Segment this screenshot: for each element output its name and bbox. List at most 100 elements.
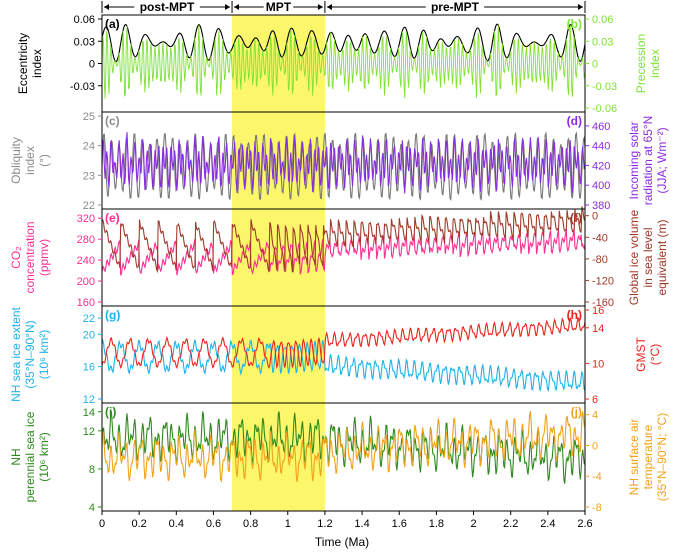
tick-label-right-ab: 0.06 — [592, 14, 613, 26]
epoch-bar: post-MPT MPT pre-MPT — [101, 0, 586, 14]
x-tick-label: 1.8 — [429, 518, 444, 530]
axis-label-line: GMST — [634, 337, 648, 372]
tick-label-left-ab: 0 — [89, 59, 95, 71]
axis-label-line: (35°N–90°N) — [23, 320, 37, 388]
axis-label-left-cd: Obliquity index (°) — [9, 137, 51, 184]
series-ef-2 — [101, 206, 586, 274]
tick-label-right-ab: 0.03 — [592, 36, 613, 48]
axis-label-line: index — [30, 49, 44, 78]
series-gh-1 — [101, 338, 586, 393]
x-tick-label: 1 — [285, 518, 291, 530]
axis-label-left-gh: NH sea ice extent (35°N–90°N) (10⁶ km²) — [9, 306, 51, 401]
tick-label-right-ef: 0 — [592, 211, 598, 223]
panel-letter-d: (d) — [567, 114, 582, 128]
epoch-arrowhead — [225, 4, 231, 10]
x-tick-label: 0.6 — [206, 518, 221, 530]
tick-label-left-ij: 14 — [83, 407, 95, 419]
tick-label-right-ij: 4 — [592, 410, 598, 422]
epoch-label-1: post-MPT — [140, 0, 195, 14]
epoch-arrowhead — [326, 4, 332, 10]
series-gh-2 — [101, 316, 586, 370]
tick-label-left-cd: 24 — [83, 141, 95, 153]
axis-label-line: (ppmv) — [37, 239, 51, 276]
axes-layer: 0.060.030-0.03(a)Eccentricity index0.060.… — [9, 14, 669, 530]
axis-label-line: index — [648, 49, 662, 78]
tick-label-right-ef: -120 — [592, 275, 614, 287]
tick-label-right-gh: 6 — [592, 394, 598, 406]
series-ef-1 — [101, 228, 586, 276]
panel-letter-i: (i) — [105, 405, 116, 419]
series-ij-2 — [101, 411, 586, 484]
epoch-arrowhead — [234, 4, 240, 10]
tick-label-left-ij: 8 — [89, 464, 95, 476]
series-cd-1 — [101, 131, 586, 201]
tick-label-left-ab: -0.03 — [70, 81, 95, 93]
x-tick-label: 2.2 — [503, 518, 518, 530]
axis-label-line: (JJA; Wm⁻²) — [655, 127, 669, 193]
x-tick-label: 0.4 — [169, 518, 184, 530]
axis-label-line: Precession — [634, 34, 648, 93]
x-tick-label: 0.8 — [243, 518, 258, 530]
series-ij-1 — [101, 411, 586, 484]
series-cd-2 — [101, 132, 586, 194]
panel-frame-ij — [101, 402, 586, 512]
axis-label-line: Obliquity — [9, 137, 23, 184]
tick-label-left-ef: 240 — [77, 255, 95, 267]
panel-letter-h: (h) — [567, 308, 582, 322]
panel-letter-j: (j) — [571, 405, 582, 419]
tick-label-left-ef: 320 — [77, 213, 95, 225]
x-tick-label: 2.4 — [540, 518, 555, 530]
tick-label-left-gh: 20 — [83, 329, 95, 341]
epoch-arrowhead — [104, 4, 109, 10]
axis-label-line: in sea level — [641, 227, 655, 287]
axis-label-line: (10⁶ km²) — [37, 330, 51, 380]
tick-label-right-cd: 380 — [592, 200, 610, 212]
tick-label-left-gh: 22 — [83, 313, 95, 325]
tick-label-right-cd: 420 — [592, 160, 610, 172]
axis-label-line: index — [23, 146, 37, 175]
tick-label-left-ij: 12 — [83, 426, 95, 438]
tick-label-left-cd: 22 — [83, 200, 95, 212]
axis-label-line: (10⁶ km²) — [37, 432, 51, 482]
axis-label-line: radiation at 65°N — [641, 116, 655, 206]
axis-label-line: NH sea ice extent — [9, 306, 23, 401]
axis-label-line: perennial sea ice — [23, 411, 37, 502]
series-ab-2 — [101, 25, 586, 99]
tick-label-left-ef: 280 — [77, 234, 95, 246]
axis-label-line: temperature — [641, 424, 655, 489]
tick-label-left-ab: 0.03 — [74, 36, 95, 48]
axis-label-line: (°C) — [648, 344, 662, 365]
axis-label-line: (°) — [37, 154, 51, 167]
tick-label-right-ef: -40 — [592, 232, 608, 244]
tick-label-right-ab: -0.03 — [592, 81, 617, 93]
tick-label-right-cd: 400 — [592, 180, 610, 192]
epoch-arrowhead — [317, 4, 323, 10]
x-axis-label: Time (Ma) — [315, 535, 369, 549]
axis-label-right-gh: GMST (°C) — [634, 337, 662, 372]
panel-letter-g: (g) — [105, 308, 120, 322]
tick-label-right-cd: 440 — [592, 141, 610, 153]
axis-label-right-ef: Global ice volume in sea level equivalent … — [627, 209, 669, 305]
x-tick-label: 2.6 — [577, 518, 592, 530]
axis-label-left-ij: NH perennial sea ice (10⁶ km²) — [9, 411, 51, 502]
tick-label-right-gh: 16 — [592, 305, 604, 317]
axis-label-right-cd: Incoming solar radiation at 65°N (JJA; Wm⁻… — [627, 116, 669, 206]
tick-label-right-gh: 14 — [592, 323, 604, 335]
tick-label-left-cd: 25 — [83, 111, 95, 123]
panel-letter-b: (b) — [567, 17, 582, 31]
x-tick-label: 0.2 — [132, 518, 147, 530]
axis-label-line: concentration — [23, 221, 37, 293]
tick-label-right-ij: -4 — [592, 471, 602, 483]
panel-letter-c: (c) — [105, 114, 120, 128]
tick-label-left-ab: 0.06 — [74, 14, 95, 26]
axis-label-left-ef: CO₂ concentration (ppmv) — [9, 221, 51, 293]
series-ab-1 — [101, 23, 586, 63]
tick-label-left-gh: 12 — [83, 394, 95, 406]
axis-label-left-ab: Eccentricity index — [16, 33, 44, 94]
tick-label-right-ij: -8 — [592, 502, 602, 514]
tick-label-right-ef: -160 — [592, 297, 614, 309]
axis-label-line: Incoming solar — [627, 121, 641, 199]
tick-label-right-gh: 10 — [592, 358, 604, 370]
